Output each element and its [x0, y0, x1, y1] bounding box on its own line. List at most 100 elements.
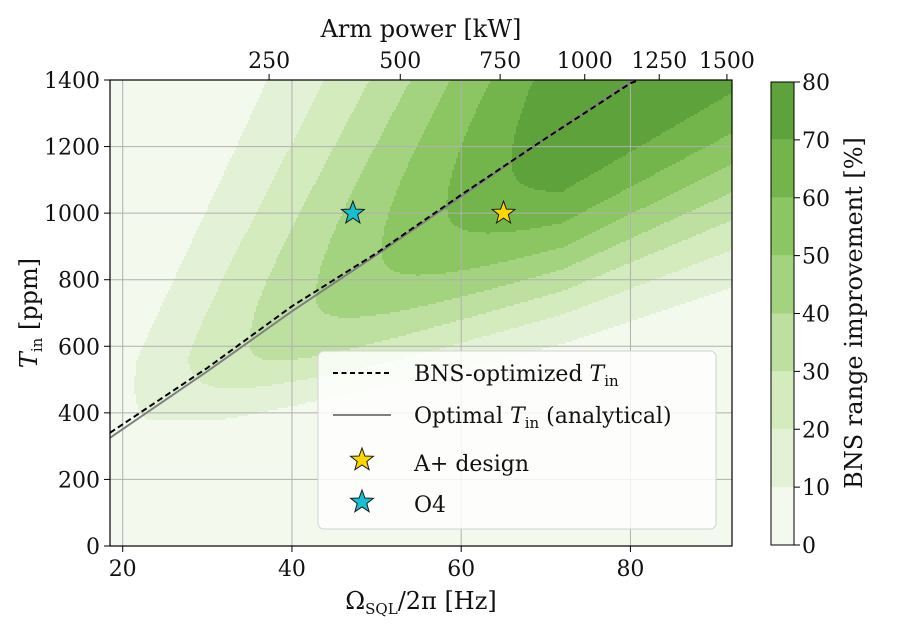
- contour-band: [334, 146, 377, 149]
- contour-band: [432, 116, 475, 119]
- contour-band: [254, 318, 465, 321]
- contour-band: [200, 224, 251, 227]
- contour-band: [710, 228, 732, 231]
- contour-band: [186, 252, 237, 255]
- contour-band: [426, 126, 469, 129]
- contour-band: [208, 308, 257, 311]
- contour-band: [326, 250, 383, 253]
- contour-band: [400, 182, 451, 185]
- contour-band: [516, 130, 667, 133]
- contour-band: [262, 358, 299, 361]
- point-a-design-star: [490, 199, 517, 225]
- contour-band: [110, 360, 137, 363]
- contour-band: [668, 246, 732, 249]
- contour-band: [490, 334, 591, 337]
- contour-band: [558, 344, 732, 347]
- contour-band: [316, 96, 361, 99]
- contour-band: [376, 144, 419, 147]
- contour-band: [190, 364, 377, 367]
- contour-band: [612, 196, 667, 199]
- contour-band: [286, 154, 331, 157]
- contour-band: [216, 292, 263, 295]
- contour-band: [520, 280, 587, 283]
- contour-band: [148, 332, 199, 335]
- contour-band: [342, 132, 383, 135]
- contour-band: [110, 192, 215, 195]
- contour-band: [458, 270, 557, 273]
- contour-band: [382, 340, 469, 343]
- contour-band: [516, 132, 663, 135]
- contour-band: [176, 274, 225, 277]
- contour-band: [290, 146, 335, 149]
- contour-band: [134, 378, 199, 381]
- contour-band: [136, 400, 317, 403]
- contour-band: [546, 318, 639, 321]
- contour-band: [254, 218, 297, 221]
- contour-band: [364, 166, 409, 169]
- contour-band: [330, 238, 383, 241]
- contour-band: [196, 376, 319, 379]
- contour-band: [638, 146, 707, 149]
- contour-band: [220, 180, 273, 183]
- contour-band: [418, 306, 507, 309]
- contour-band: [202, 324, 253, 327]
- contour-band: [164, 300, 213, 303]
- contour-band: [196, 232, 247, 235]
- contour-band: [372, 150, 415, 153]
- contour-band: [650, 204, 705, 207]
- contour-band: [518, 122, 681, 125]
- contour-band: [398, 188, 449, 191]
- contour-band: [528, 300, 599, 303]
- contour-band: [110, 334, 149, 337]
- contour-band: [672, 272, 732, 275]
- contour-band: [686, 302, 732, 305]
- contour-band: [414, 152, 459, 155]
- contour-band: [316, 290, 485, 293]
- contour-band: [388, 214, 449, 217]
- plot-frame: [109, 79, 733, 547]
- contour-band: [512, 168, 603, 171]
- contour-band: [392, 204, 447, 207]
- contour-band: [110, 310, 161, 313]
- contour-band: [110, 274, 177, 277]
- contour-band: [232, 156, 285, 159]
- contour-band: [684, 120, 732, 123]
- contour-band: [368, 82, 411, 85]
- contour-band: [146, 338, 197, 341]
- contour-band: [578, 214, 629, 217]
- contour-band: [450, 218, 571, 221]
- contour-band: [358, 178, 403, 181]
- contour-band: [440, 100, 481, 103]
- contour-band: [566, 342, 732, 345]
- contour-band: [250, 340, 383, 343]
- contour-band: [110, 532, 732, 535]
- y-tick-label: 800: [58, 269, 100, 294]
- contour-band: [190, 246, 239, 249]
- contour-band: [324, 164, 367, 167]
- contour-band: [316, 296, 461, 299]
- contour-band: [336, 224, 387, 227]
- contour-band: [646, 178, 703, 181]
- contour-band: [464, 318, 547, 321]
- contour-band: [352, 192, 397, 195]
- contour-band: [608, 164, 673, 167]
- contour-band: [134, 390, 363, 393]
- contour-band: [212, 302, 259, 305]
- contour-band: [616, 194, 671, 197]
- contour-band: [354, 110, 395, 113]
- contour-band: [110, 222, 201, 225]
- contour-band: [660, 224, 721, 227]
- contour-band: [382, 258, 517, 261]
- contour-band: [192, 372, 339, 375]
- contour-band: [334, 230, 385, 233]
- contour-band: [346, 202, 393, 205]
- contour-band: [358, 100, 401, 103]
- contour-band: [290, 230, 335, 233]
- y-tick-label: 1000: [44, 202, 100, 227]
- contour-band: [526, 98, 723, 101]
- contour-band: [628, 152, 695, 155]
- contour-band: [348, 118, 391, 121]
- contour-band: [110, 176, 223, 179]
- contour-band: [204, 214, 257, 217]
- contour-band: [688, 266, 732, 269]
